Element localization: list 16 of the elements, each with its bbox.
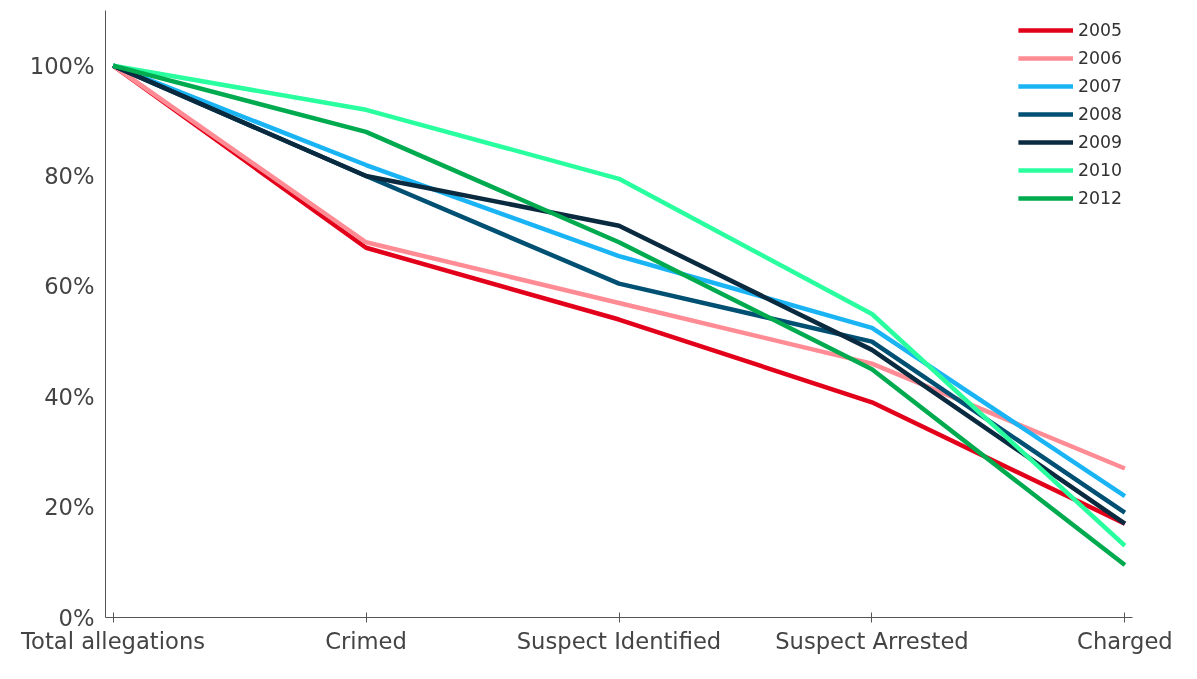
- y-tick-label: 20%: [44, 494, 95, 521]
- legend-label: 2009: [1077, 132, 1122, 152]
- x-tick-label: Crimed: [325, 627, 407, 654]
- legend-label: 2007: [1077, 76, 1122, 96]
- x-tick-label: Charged: [1077, 627, 1173, 654]
- legend-label: 2008: [1077, 104, 1122, 124]
- y-tick-label: 60%: [44, 273, 95, 300]
- y-tick-label: 100%: [29, 52, 95, 79]
- x-tick-label: Suspect Arrested: [775, 627, 969, 654]
- y-tick-label: 40%: [44, 383, 95, 410]
- legend-label: 2012: [1077, 188, 1122, 208]
- legend-label: 2005: [1077, 20, 1122, 40]
- y-tick-label: 80%: [44, 163, 95, 190]
- legend-label: 2006: [1077, 48, 1122, 68]
- x-tick-label: Suspect Identified: [516, 627, 722, 654]
- legend-label: 2010: [1077, 160, 1122, 180]
